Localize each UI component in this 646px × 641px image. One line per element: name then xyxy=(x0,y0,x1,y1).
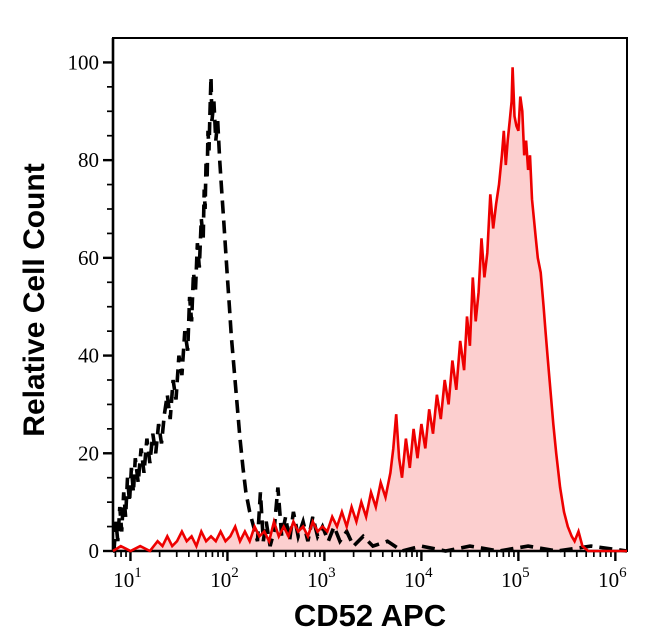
x-tick-exponent: 2 xyxy=(231,565,239,581)
x-tick-exponent: 3 xyxy=(328,565,336,581)
cd52-apc-stained-curve xyxy=(112,67,627,553)
y-axis-title: Relative Cell Count xyxy=(18,163,51,436)
y-tick-label: 60 xyxy=(78,246,99,270)
y-tick-label: 80 xyxy=(78,148,99,172)
unstained-control-curve xyxy=(112,77,628,553)
axis-ticks-layer xyxy=(103,61,617,561)
y-tick-label: 40 xyxy=(78,344,99,368)
x-tick-label: 105 xyxy=(501,565,530,592)
x-tick-exponent: 5 xyxy=(522,565,530,581)
histogram-curve-layer xyxy=(112,67,628,553)
x-tick-exponent: 6 xyxy=(619,565,627,581)
y-tick-label: 0 xyxy=(89,539,100,563)
x-tick-label: 106 xyxy=(598,565,627,592)
x-tick-label: 101 xyxy=(113,565,142,592)
y-tick-label: 100 xyxy=(68,50,100,74)
x-tick-label: 102 xyxy=(210,565,239,592)
x-axis-title: CD52 APC xyxy=(294,598,446,633)
y-tick-label: 20 xyxy=(78,441,99,465)
x-tick-label: 103 xyxy=(307,565,336,592)
x-tick-label: 104 xyxy=(404,565,433,592)
x-tick-exponent: 4 xyxy=(425,565,433,581)
x-tick-exponent: 1 xyxy=(134,565,142,581)
